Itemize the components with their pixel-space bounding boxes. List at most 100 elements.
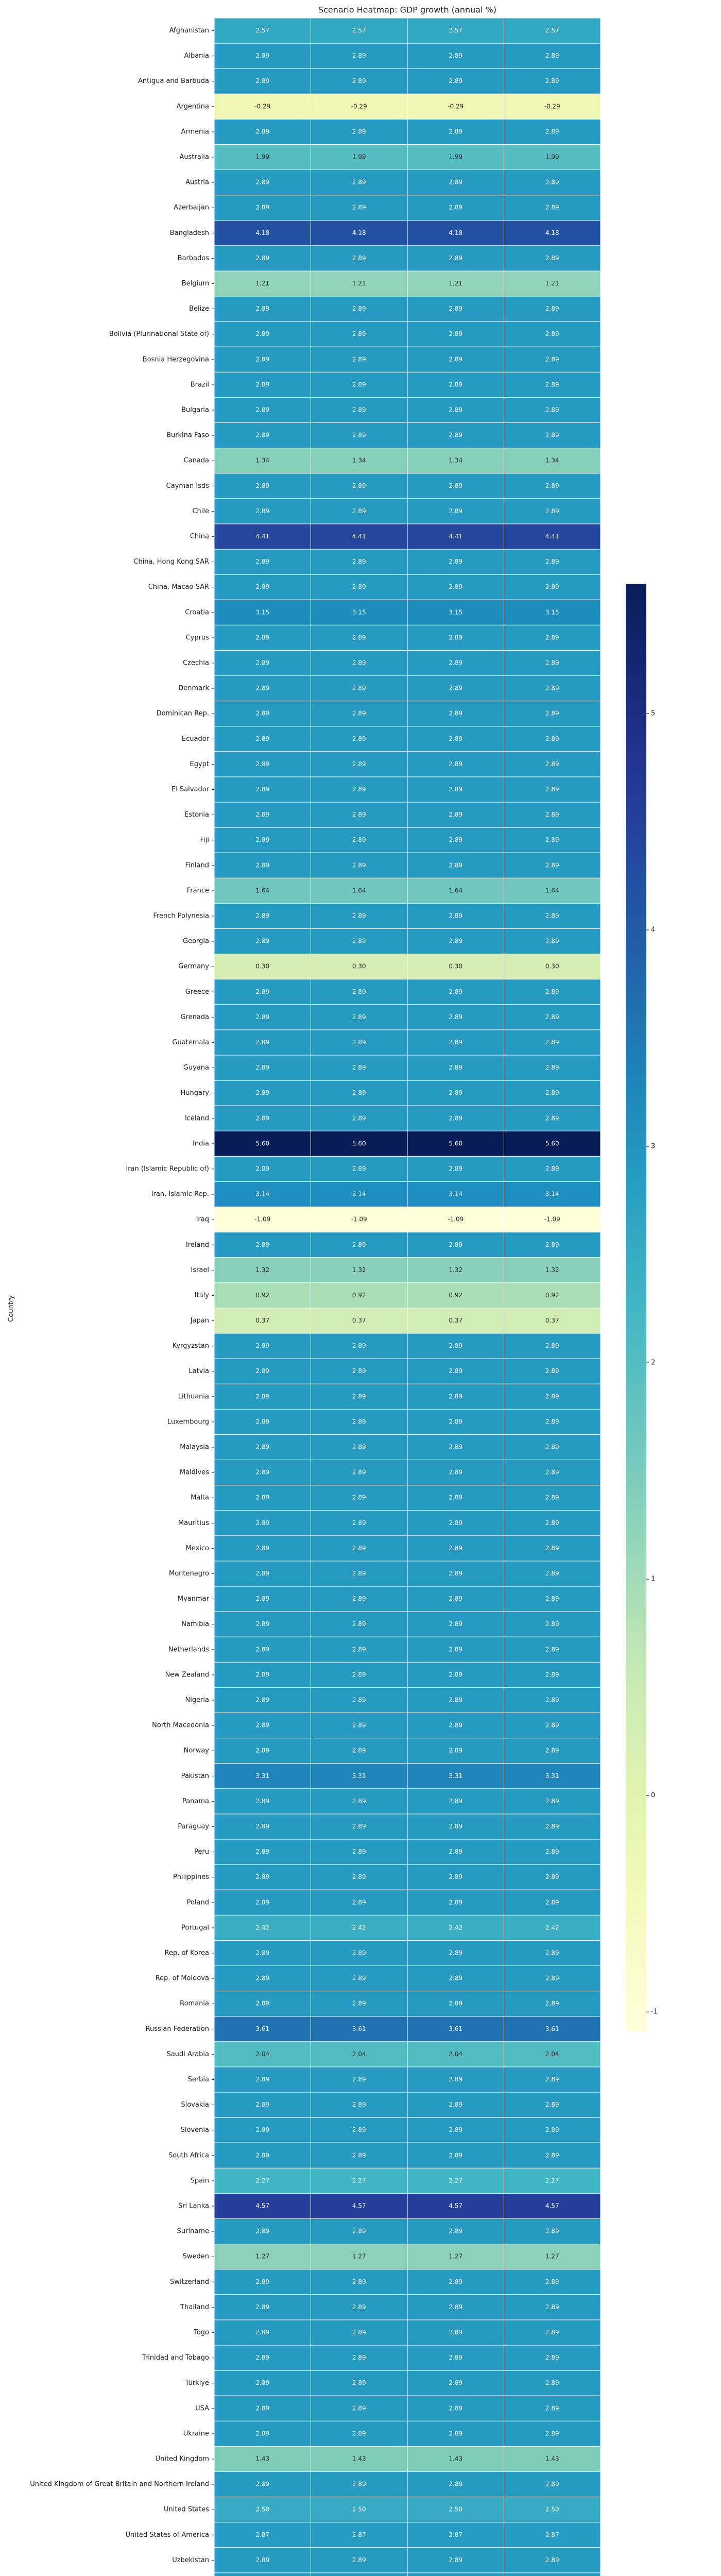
cell-label: 2.89 bbox=[449, 2430, 462, 2437]
cell-label: 2.89 bbox=[255, 2101, 269, 2108]
y-tick-label: Luxembourg bbox=[167, 1418, 209, 1426]
cell-label: 2.89 bbox=[449, 786, 462, 793]
y-tick-label: Sweden bbox=[183, 2253, 209, 2261]
cell-label: 2.89 bbox=[255, 381, 269, 388]
y-tick-label: Sri Lanka bbox=[178, 2202, 209, 2210]
cell-label: 2.89 bbox=[255, 2481, 269, 2488]
heatmap-cell bbox=[407, 346, 504, 372]
heatmap-cell bbox=[407, 2269, 504, 2295]
heatmap-cell bbox=[407, 2142, 504, 2168]
heatmap-cell bbox=[311, 701, 408, 727]
heatmap-cell bbox=[214, 2547, 311, 2573]
cell-label: 5.60 bbox=[255, 1140, 269, 1147]
heatmap-cell bbox=[214, 751, 311, 777]
cell-label: 2.89 bbox=[352, 786, 366, 793]
heatmap-cell bbox=[504, 170, 601, 196]
y-tick-label: Peru bbox=[194, 1848, 209, 1856]
heatmap-cell bbox=[504, 1460, 601, 1486]
cell-label: -1.09 bbox=[254, 1216, 270, 1223]
heatmap-cell bbox=[407, 270, 504, 297]
heatmap-cell bbox=[311, 751, 408, 777]
cell-label: 2.89 bbox=[545, 710, 559, 717]
cell-label: 1.34 bbox=[449, 457, 462, 464]
cell-label: 2.89 bbox=[545, 305, 559, 312]
cell-label: 2.89 bbox=[545, 1494, 559, 1501]
cell-label: 2.27 bbox=[449, 2177, 462, 2184]
heatmap-cell bbox=[504, 68, 601, 94]
cell-label: 5.60 bbox=[449, 1140, 462, 1147]
heatmap-cell bbox=[311, 1485, 408, 1511]
cell-label: 1.99 bbox=[545, 154, 559, 161]
heatmap-cell bbox=[407, 1308, 504, 1334]
heatmap-cell bbox=[504, 1839, 601, 1865]
cell-label: 4.18 bbox=[545, 229, 559, 236]
heatmap-cell bbox=[311, 1055, 408, 1081]
heatmap-cell bbox=[407, 1611, 504, 1637]
heatmap-cell bbox=[311, 2193, 408, 2219]
cell-label: 2.89 bbox=[449, 735, 462, 742]
cell-label: 0.30 bbox=[255, 963, 269, 970]
heatmap-cell bbox=[504, 118, 601, 145]
cell-label: 4.18 bbox=[352, 229, 366, 236]
cell-label: 2.89 bbox=[255, 1367, 269, 1375]
cell-label: 2.89 bbox=[352, 938, 366, 945]
cell-label: 2.89 bbox=[352, 659, 366, 667]
cell-label: 0.30 bbox=[449, 963, 462, 970]
heatmap-cell bbox=[504, 1333, 601, 1359]
heatmap-cell bbox=[407, 1232, 504, 1258]
heatmap-cell bbox=[504, 498, 601, 524]
y-tick-label: France bbox=[187, 887, 209, 894]
cell-label: 2.89 bbox=[352, 1722, 366, 1729]
cell-label: 2.89 bbox=[449, 583, 462, 590]
heatmap-cell bbox=[407, 498, 504, 524]
cell-label: 2.89 bbox=[255, 1671, 269, 1678]
y-tick-label: Myanmar bbox=[178, 1595, 210, 1603]
heatmap-cell bbox=[407, 2244, 504, 2270]
cell-label: 2.89 bbox=[449, 1444, 462, 1451]
heatmap-cell bbox=[214, 2167, 311, 2194]
cell-label: 2.89 bbox=[545, 1646, 559, 1653]
y-tick-label: Rep. of Moldova bbox=[156, 1975, 209, 1982]
cell-label: 2.89 bbox=[352, 179, 366, 186]
cell-label: 4.41 bbox=[545, 533, 559, 540]
cell-label: 2.89 bbox=[352, 1595, 366, 1602]
y-tick-label: Switzerland bbox=[170, 2278, 209, 2286]
y-tick-label: Netherlands bbox=[168, 1646, 209, 1653]
y-tick-label: Canada bbox=[184, 457, 209, 465]
cell-label: 2.87 bbox=[352, 2531, 366, 2538]
heatmap-cell bbox=[311, 1130, 408, 1157]
heatmap-cell bbox=[311, 1535, 408, 1562]
heatmap-cell bbox=[407, 1889, 504, 1916]
cell-label: 2.89 bbox=[545, 1873, 559, 1880]
cell-label: 2.89 bbox=[449, 1620, 462, 1628]
heatmap-cell bbox=[311, 1460, 408, 1486]
heatmap-cell bbox=[407, 144, 504, 171]
cell-label: 2.89 bbox=[545, 1039, 559, 1046]
cell-label: 0.37 bbox=[352, 1317, 366, 1324]
cell-label: 2.89 bbox=[352, 2278, 366, 2285]
heatmap-cell bbox=[504, 2167, 601, 2194]
cell-label: 2.89 bbox=[545, 659, 559, 667]
y-tick-label: Latvia bbox=[188, 1367, 209, 1375]
cell-label: 2.89 bbox=[255, 128, 269, 135]
heatmap-cell bbox=[311, 397, 408, 423]
cell-label: 2.89 bbox=[352, 685, 366, 692]
heatmap-cell bbox=[407, 877, 504, 904]
heatmap-cell bbox=[407, 2016, 504, 2042]
cell-label: 2.89 bbox=[545, 760, 559, 768]
heatmap-cell bbox=[407, 1282, 504, 1309]
cell-label: 2.89 bbox=[352, 861, 366, 869]
heatmap-cell bbox=[504, 1940, 601, 1967]
heatmap-cell bbox=[214, 2522, 311, 2548]
cell-label: 2.89 bbox=[545, 330, 559, 337]
heatmap-cell bbox=[311, 624, 408, 651]
y-tick-label: Kyrgyzstan bbox=[173, 1342, 209, 1350]
cell-label: 4.41 bbox=[352, 533, 366, 540]
cell-label: 0.37 bbox=[449, 1317, 462, 1324]
heatmap-cell bbox=[311, 2142, 408, 2168]
cell-label: 4.57 bbox=[352, 2202, 366, 2209]
cell-label: 2.89 bbox=[255, 634, 269, 641]
cell-label: 2.89 bbox=[352, 2101, 366, 2108]
heatmap-cell bbox=[504, 1991, 601, 2017]
cell-label: 2.89 bbox=[352, 2076, 366, 2083]
